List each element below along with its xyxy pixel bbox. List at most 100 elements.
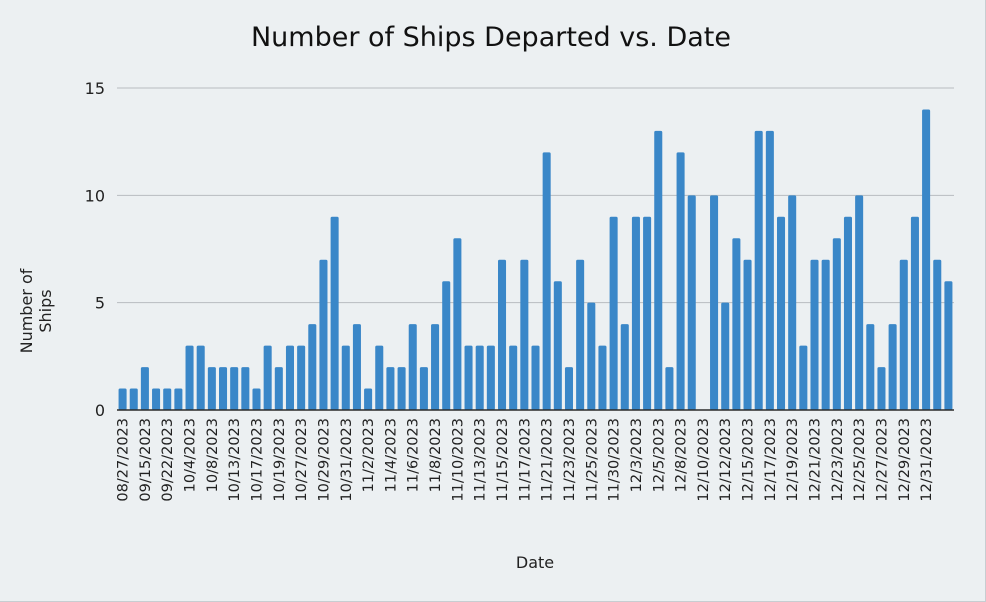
- x-tick-label: 11/6/2023: [406, 418, 422, 492]
- bar: [710, 195, 719, 410]
- bar: [297, 345, 306, 410]
- bar: [587, 302, 596, 410]
- bar: [609, 216, 618, 410]
- x-tick-label: 10/8/2023: [205, 418, 221, 492]
- bar: [319, 259, 328, 410]
- bar: [866, 324, 875, 410]
- x-tick-label: 12/17/2023: [763, 418, 779, 502]
- bar: [498, 259, 507, 410]
- bar: [910, 216, 919, 410]
- bar: [877, 367, 886, 410]
- bar: [899, 259, 908, 410]
- bar: [542, 152, 551, 410]
- x-tick-label: 12/19/2023: [785, 418, 801, 502]
- bar: [687, 195, 696, 410]
- bar: [230, 367, 239, 410]
- x-tick-label: 11/25/2023: [584, 418, 600, 502]
- bar: [152, 388, 161, 410]
- bar: [140, 367, 149, 410]
- bar: [721, 302, 730, 410]
- x-tick-label: 12/31/2023: [919, 418, 935, 502]
- bar: [341, 345, 350, 410]
- bar: [285, 345, 294, 410]
- bar: [799, 345, 808, 410]
- x-tick-label: 12/3/2023: [629, 418, 645, 492]
- x-tick-label: 12/12/2023: [718, 418, 734, 502]
- bar: [453, 238, 462, 410]
- bar: [676, 152, 685, 410]
- bar: [174, 388, 183, 410]
- y-tick-label: 10: [85, 186, 105, 205]
- x-tick-label: 10/29/2023: [316, 418, 332, 502]
- bar: [274, 367, 283, 410]
- bar: [620, 324, 629, 410]
- x-tick-label: 12/23/2023: [830, 418, 846, 502]
- bar: [330, 216, 339, 410]
- bar: [352, 324, 361, 410]
- bar: [531, 345, 540, 410]
- bar: [442, 281, 451, 410]
- bar: [118, 388, 127, 410]
- bar: [520, 259, 529, 410]
- x-tick-label: 11/21/2023: [540, 418, 556, 502]
- x-tick-label: 10/13/2023: [227, 418, 243, 502]
- bar: [129, 388, 138, 410]
- bar: [486, 345, 495, 410]
- x-tick-label: 12/27/2023: [874, 418, 890, 502]
- bar: [843, 216, 852, 410]
- bar: [743, 259, 752, 410]
- y-tick-label: 0: [95, 401, 105, 420]
- bar: [654, 130, 663, 410]
- x-tick-label: 12/21/2023: [808, 418, 824, 502]
- bar: [163, 388, 172, 410]
- bar: [252, 388, 261, 410]
- bar: [754, 130, 763, 410]
- bar: [185, 345, 194, 410]
- bar: [241, 367, 250, 410]
- y-axis-label: Number of Ships: [17, 268, 55, 354]
- x-tick-label: 10/17/2023: [250, 418, 266, 502]
- bar: [788, 195, 797, 410]
- x-tick-label: 09/22/2023: [160, 418, 176, 502]
- bar: [364, 388, 373, 410]
- x-tick-label: 12/15/2023: [741, 418, 757, 502]
- x-tick-label: 10/4/2023: [183, 418, 199, 492]
- bar: [509, 345, 518, 410]
- bar: [922, 109, 931, 410]
- bar: [375, 345, 384, 410]
- bar: [765, 130, 774, 410]
- bar: [431, 324, 440, 410]
- bar: [665, 367, 674, 410]
- chart-title: Number of Ships Departed vs. Date: [250, 22, 732, 53]
- x-tick-label: 11/23/2023: [562, 418, 578, 502]
- bar: [219, 367, 228, 410]
- y-tick-label: 5: [95, 294, 105, 313]
- x-tick-label: 12/8/2023: [674, 418, 690, 492]
- x-tick-label: 12/5/2023: [651, 418, 667, 492]
- x-tick-label: 11/8/2023: [428, 418, 444, 492]
- bar: [888, 324, 897, 410]
- x-tick-label: 11/17/2023: [517, 418, 533, 502]
- bar: [308, 324, 317, 410]
- bar: [576, 259, 585, 410]
- bar: [564, 367, 573, 410]
- bar: [855, 195, 864, 410]
- x-tick-label: 10/27/2023: [294, 418, 310, 502]
- bar: [207, 367, 216, 410]
- bar: [777, 216, 786, 410]
- bar: [386, 367, 395, 410]
- bar: [598, 345, 607, 410]
- bar: [810, 259, 819, 410]
- x-tick-label: 11/13/2023: [473, 418, 489, 502]
- bar: [631, 216, 640, 410]
- x-tick-label: 12/25/2023: [852, 418, 868, 502]
- bar: [832, 238, 841, 410]
- bar: [475, 345, 484, 410]
- bar: [263, 345, 272, 410]
- bar: [732, 238, 741, 410]
- x-tick-label: 09/15/2023: [138, 418, 154, 502]
- y-tick-label: 15: [85, 79, 105, 98]
- x-tick-label: 11/4/2023: [383, 418, 399, 492]
